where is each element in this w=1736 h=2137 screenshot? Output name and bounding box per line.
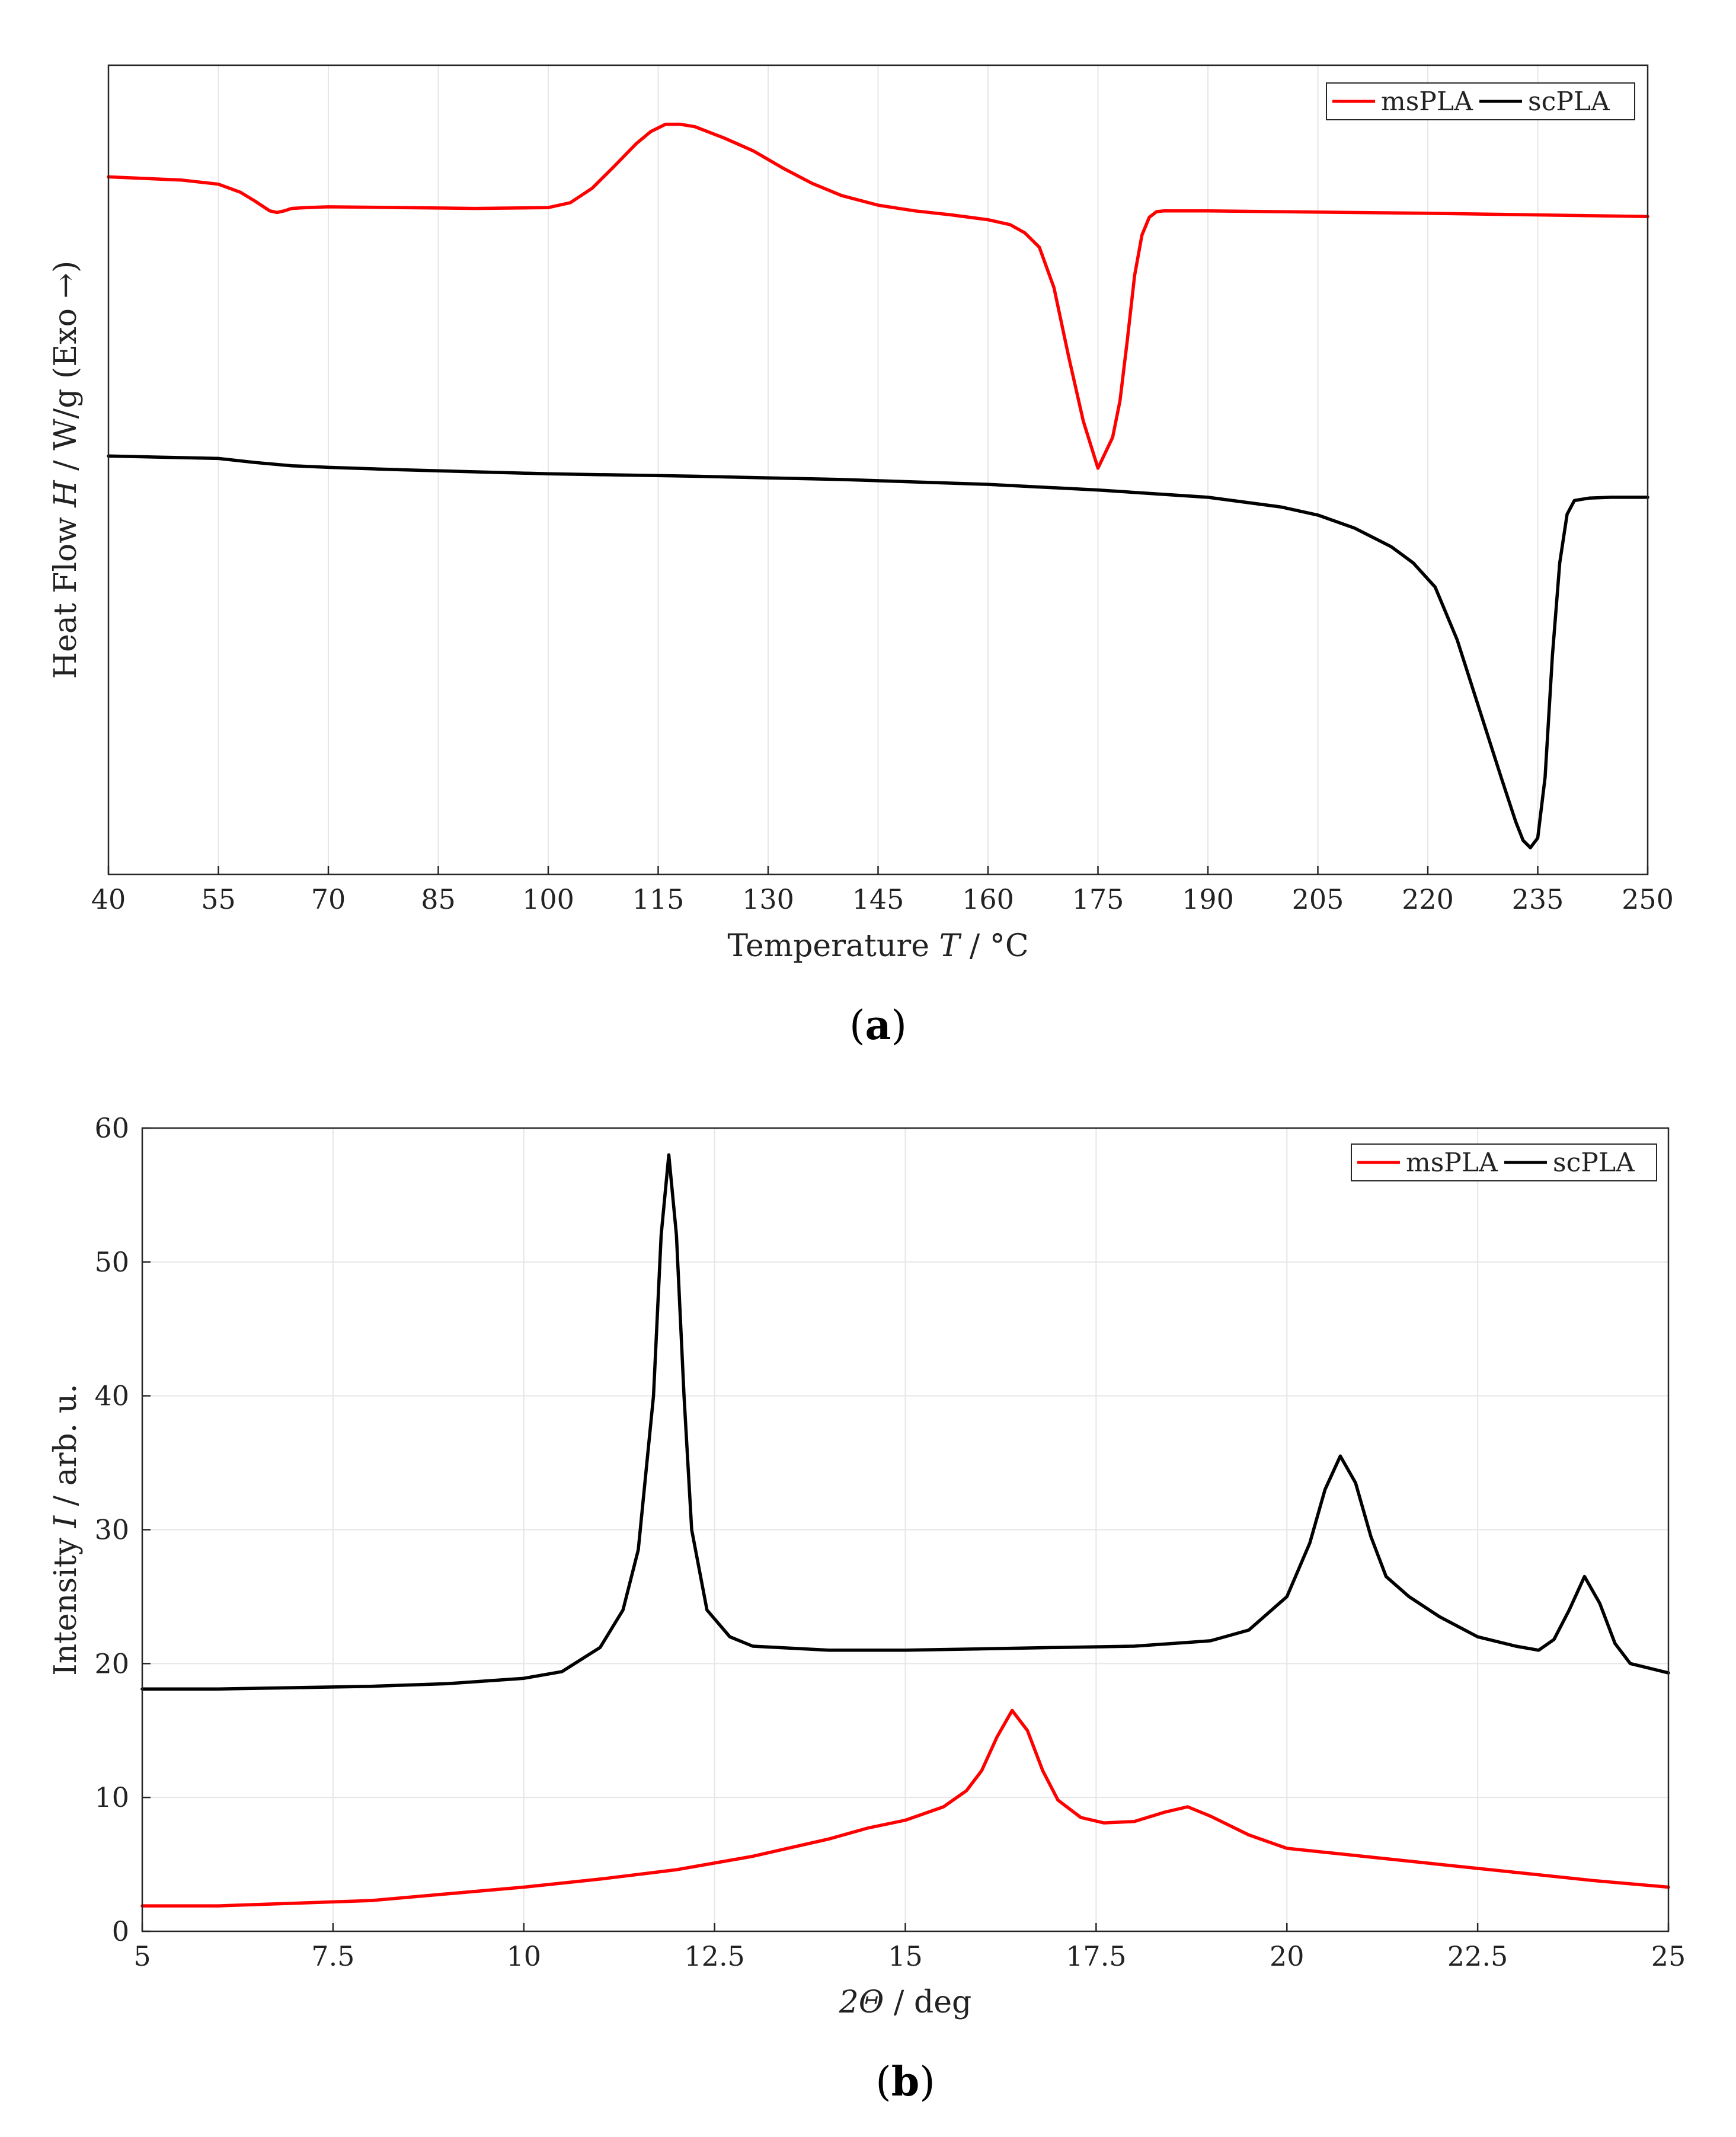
series-line-mspla bbox=[140, 1708, 1670, 1908]
y-tick-label: 0 bbox=[112, 1915, 129, 1947]
x-tick-label: 175 bbox=[1072, 883, 1124, 915]
y-tick-label: 50 bbox=[94, 1246, 129, 1278]
x-tick-label: 130 bbox=[742, 883, 794, 915]
panel-b-legend: msPLA scPLA bbox=[1351, 1143, 1657, 1181]
x-tick-label: 115 bbox=[632, 883, 685, 915]
x-tick-label: 160 bbox=[962, 883, 1014, 915]
panel-a-x-axis-title: Temperature T / °C bbox=[727, 928, 1028, 964]
panel-a-series bbox=[107, 122, 1649, 849]
panel-a-gridlines bbox=[108, 65, 1648, 874]
panel-a-legend-label-scpla: scPLA bbox=[1528, 87, 1610, 117]
x-tick-label: 40 bbox=[91, 883, 126, 915]
y-tick-label: 10 bbox=[94, 1781, 129, 1813]
x-tick-label: 70 bbox=[311, 883, 346, 915]
x-tick-label: 220 bbox=[1402, 883, 1454, 915]
y-tick-label: 40 bbox=[94, 1380, 129, 1412]
x-tick-label: 15 bbox=[888, 1940, 923, 1972]
x-tick-label: 205 bbox=[1292, 883, 1344, 915]
x-tick-label: 25 bbox=[1651, 1940, 1686, 1972]
x-tick-label: 22.5 bbox=[1447, 1940, 1508, 1972]
panel-b-ticks: 5 7.5 10 12.5 15 17.5 20 22.5 25 0 10 20 30 40 50 60 bbox=[94, 1112, 1686, 1972]
panel-a-legend-label-mspla: msPLA bbox=[1381, 87, 1473, 117]
x-tick-label: 5 bbox=[133, 1940, 151, 1972]
y-tick-label: 20 bbox=[94, 1647, 129, 1679]
panel-a-caption-label: (a) bbox=[849, 1002, 907, 1049]
x-tick-label: 10 bbox=[506, 1940, 541, 1972]
series-line-mspla bbox=[107, 122, 1649, 470]
panel-a-ticks: 40 55 70 85 100 115 130 145 160 175 190 205 220 235 25… bbox=[91, 866, 1674, 915]
panel-b-legend-label-scpla: scPLA bbox=[1553, 1148, 1635, 1178]
panel-b-y-axis-title: Intensity I / arb. u. bbox=[48, 1384, 84, 1676]
panel-b-legend-label-mspla: msPLA bbox=[1406, 1148, 1498, 1178]
x-tick-label: 17.5 bbox=[1066, 1940, 1126, 1972]
x-tick-label: 7.5 bbox=[311, 1940, 354, 1972]
panel-b-caption-label: (b) bbox=[875, 2058, 935, 2106]
x-tick-label: 100 bbox=[522, 883, 574, 915]
x-tick-label: 20 bbox=[1270, 1940, 1305, 1972]
panel-b-x-axis-title: 2Θ / deg bbox=[839, 1985, 972, 2020]
panel-a-legend: msPLA scPLA bbox=[1326, 82, 1635, 120]
x-tick-label: 55 bbox=[201, 883, 236, 915]
panel-a-dsc-chart: 40 55 70 85 100 115 130 145 160 175 190 205 220 235 25… bbox=[48, 64, 1674, 1049]
panel-b-xrd-chart: 5 7.5 10 12.5 15 17.5 20 22.5 25 0 10 20 30 40 50 60 2Θ… bbox=[48, 1112, 1686, 2106]
series-line-scpla bbox=[140, 1153, 1670, 1691]
series-line-scpla bbox=[107, 454, 1649, 849]
y-tick-label: 60 bbox=[94, 1112, 129, 1144]
panel-b-gridlines bbox=[142, 1127, 1669, 1932]
panel-b-legend-box bbox=[1351, 1143, 1657, 1181]
panel-b-series bbox=[140, 1153, 1670, 1908]
panel-a-y-axis-title: Heat Flow H / W/g (Exo →) bbox=[48, 261, 84, 679]
y-tick-label: 30 bbox=[94, 1514, 129, 1546]
x-tick-label: 250 bbox=[1622, 883, 1674, 915]
x-tick-label: 12.5 bbox=[684, 1940, 744, 1972]
x-tick-label: 235 bbox=[1512, 883, 1564, 915]
x-tick-label: 145 bbox=[852, 883, 904, 915]
x-tick-label: 190 bbox=[1182, 883, 1234, 915]
x-tick-label: 85 bbox=[421, 883, 456, 915]
